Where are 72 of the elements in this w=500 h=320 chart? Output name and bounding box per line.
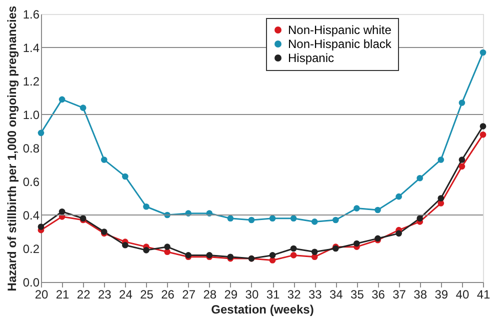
legend-label: Non-Hispanic white <box>288 23 392 37</box>
x-tick-label: 34 <box>329 288 344 302</box>
point <box>122 242 128 248</box>
y-tick-label: 0.8 <box>22 142 40 156</box>
x-tick-label: 32 <box>287 288 302 302</box>
y-tick-label: 0.6 <box>22 175 40 189</box>
legend-label: Hispanic <box>288 51 334 65</box>
point <box>480 131 486 138</box>
x-tick-label: 24 <box>119 288 133 302</box>
point <box>80 104 86 111</box>
point <box>396 193 402 200</box>
point <box>438 195 444 202</box>
point <box>143 203 150 210</box>
point <box>311 218 318 225</box>
point <box>38 224 44 230</box>
point <box>143 247 150 254</box>
x-tick-label: 28 <box>203 288 217 302</box>
point <box>396 230 402 237</box>
y-tick-label: 1.2 <box>22 74 40 88</box>
x-axis-title: Gestation (weeks) <box>211 302 314 316</box>
point <box>458 156 466 163</box>
x-tick-label: 21 <box>56 288 70 302</box>
x-tick-label: 20 <box>34 288 48 302</box>
x-tick-label: 22 <box>76 288 91 302</box>
y-tick-label: 1.6 <box>22 8 40 22</box>
y-tick-label: 1.0 <box>22 108 40 122</box>
point <box>480 123 486 130</box>
x-tick-label: 35 <box>350 288 364 302</box>
point <box>374 206 381 214</box>
point <box>58 208 66 215</box>
x-tick-label: 33 <box>308 288 322 302</box>
point <box>122 173 128 180</box>
x-tick-label: 27 <box>182 288 196 302</box>
x-tick-label: 29 <box>224 288 238 302</box>
point <box>416 174 424 182</box>
x-tick-label: 26 <box>161 288 175 302</box>
point <box>164 244 170 250</box>
point <box>311 248 318 256</box>
x-tick-label: 37 <box>392 288 406 302</box>
point <box>458 100 466 106</box>
point <box>332 216 339 224</box>
x-tick-label: 41 <box>476 288 490 302</box>
point <box>438 156 444 163</box>
y-tick-label: 1.4 <box>22 41 40 55</box>
point <box>269 215 276 222</box>
y-tick-label: 0.2 <box>22 242 40 256</box>
legend-label: Non-Hispanic black <box>288 37 392 51</box>
point <box>416 215 424 222</box>
x-tick-label: 30 <box>245 288 259 302</box>
point <box>269 252 276 258</box>
point <box>354 205 360 212</box>
x-tick-label: 38 <box>414 288 428 302</box>
point <box>100 156 108 163</box>
x-tick-label: 25 <box>140 288 154 302</box>
point <box>290 245 297 252</box>
point <box>38 130 44 136</box>
y-tick-label: 0.0 <box>22 276 40 290</box>
point <box>227 215 234 222</box>
x-tick-label: 23 <box>98 288 112 302</box>
y-axis-title: Hazard of stillbirth per 1,000 ongoing pregnancies <box>4 5 19 292</box>
x-tick-label: 36 <box>372 288 386 302</box>
point <box>290 252 297 258</box>
point <box>480 49 486 56</box>
point <box>248 216 255 224</box>
point <box>58 96 66 103</box>
point <box>290 215 297 222</box>
y-tick-label: 0.4 <box>22 208 40 222</box>
x-tick-label: 31 <box>266 288 280 302</box>
point <box>458 163 466 170</box>
x-tick-label: 40 <box>456 288 470 302</box>
x-tick-label: 39 <box>434 288 448 302</box>
point <box>354 240 360 247</box>
